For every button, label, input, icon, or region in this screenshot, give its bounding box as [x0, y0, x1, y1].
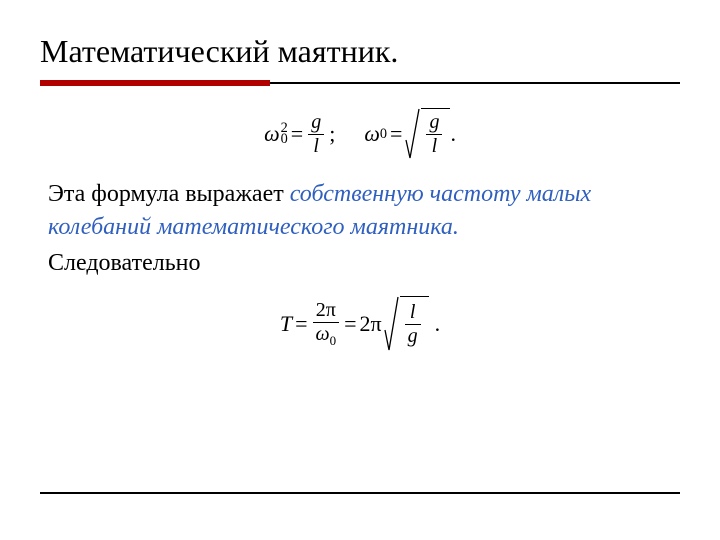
radical-icon-2	[384, 296, 400, 352]
num3: 2π	[313, 300, 339, 321]
omega-sym2: ω	[364, 121, 380, 147]
omega-squared: ω 2 0 = g l ;	[264, 112, 338, 157]
coef-2pi: 2π	[360, 311, 384, 337]
period-eq: T = 2π ω0 = 2π l g	[280, 296, 440, 352]
frac-g-l-2: g l	[424, 112, 444, 157]
radical-icon	[405, 108, 421, 160]
paragraph-2: Следовательно	[48, 247, 680, 279]
omega-sub: 0	[281, 134, 288, 145]
eq4: =	[341, 311, 359, 337]
sqrt-g-l: g l	[405, 108, 450, 160]
den2: l	[429, 136, 441, 157]
title-divider	[40, 80, 680, 86]
den3-sub: 0	[330, 333, 337, 348]
sep: ;	[326, 121, 338, 147]
den4: g	[405, 326, 421, 347]
den3-base: ω	[316, 323, 330, 345]
p1-lead: Эта формула выражает	[48, 181, 290, 207]
frac-g-l: g l	[306, 112, 326, 157]
tail1: .	[450, 121, 456, 147]
den3: ω0	[313, 324, 340, 348]
T: T	[280, 311, 292, 337]
num4: l	[407, 302, 419, 323]
formula-omega: ω 2 0 = g l ; ω0 = g	[40, 108, 680, 160]
divider-thin	[270, 82, 680, 84]
page-title: Математический маятник.	[40, 32, 680, 70]
omega-sym: ω	[264, 121, 280, 147]
slide: Математический маятник. ω 2 0 = g l ; ω0…	[0, 0, 720, 540]
num2: g	[426, 112, 442, 133]
frac-l-g: l g	[403, 302, 423, 347]
formula-period: T = 2π ω0 = 2π l g	[40, 296, 680, 352]
eq2: =	[387, 121, 405, 147]
den: l	[310, 136, 322, 157]
divider-accent	[40, 80, 270, 86]
eq1: =	[288, 121, 306, 147]
omega-root: ω0 = g l .	[364, 108, 456, 160]
sqrt-l-g: l g	[384, 296, 429, 352]
omega-sub2: 0	[380, 126, 387, 143]
tail2: .	[429, 311, 441, 337]
footer-divider	[40, 492, 680, 494]
paragraph-1: Эта формула выражает собственную частоту…	[48, 178, 680, 243]
num: g	[308, 112, 324, 133]
eq3: =	[292, 311, 310, 337]
frac-2pi-omega: 2π ω0	[311, 300, 342, 348]
